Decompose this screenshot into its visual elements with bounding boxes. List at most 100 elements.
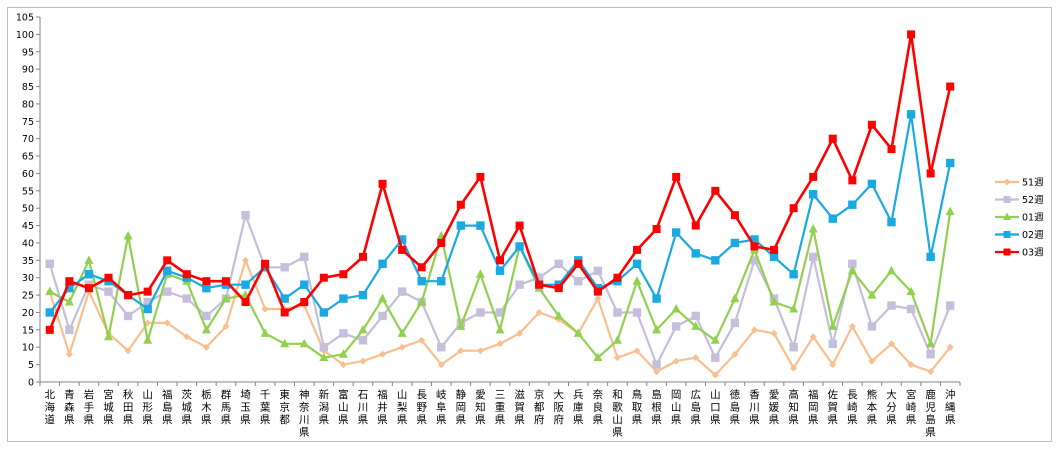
data-point [574,276,583,286]
data-point [613,308,622,317]
data-point [280,263,289,272]
data-point [65,277,74,286]
data-point [182,294,192,303]
data-point [868,357,876,365]
data-point [437,238,446,247]
data-point [652,360,661,369]
data-point [241,298,250,307]
data-point [143,287,152,296]
x-tick-label: 高知県 [788,388,799,426]
data-point [124,347,132,355]
data-point [163,256,172,265]
series-4 [45,30,955,334]
data-point [554,284,563,293]
x-tick-label: 岐阜県 [436,388,447,426]
data-point [417,263,426,272]
data-point [104,273,113,282]
x-tick-label: 奈良県 [593,388,604,426]
data-point [906,286,916,296]
x-tick-label: 香川県 [749,389,760,426]
data-point [750,235,759,244]
series-line [48,33,952,331]
data-point [809,172,818,181]
data-point [280,294,289,303]
data-point [299,338,309,348]
x-tick-label: 兵庫県 [573,388,584,426]
data-point [652,324,662,334]
data-point [104,331,114,341]
data-point [573,328,583,337]
data-point [456,200,465,209]
x-tick-label: 鹿児島県 [925,388,936,439]
data-point [613,273,622,282]
x-tick-label: 宮崎県 [906,388,917,426]
x-tick-label: 宮城県 [103,388,114,426]
x-tick-label: 東京都 [279,388,290,426]
data-point [456,321,466,330]
data-point [828,321,838,330]
data-point [593,352,603,362]
data-point [828,214,837,223]
data-point [437,361,445,369]
data-point [535,308,543,316]
data-point [45,308,54,317]
y-tick-label: 60 [22,169,34,180]
y-tick-label: 40 [22,238,34,249]
x-tick-label: 大阪府 [553,388,564,426]
data-point [730,238,740,248]
x-tick-label: 茨城県 [182,388,193,426]
data-point [633,347,641,355]
data-point [222,322,230,330]
data-point [887,301,896,310]
data-point [437,343,446,352]
data-point [201,324,211,334]
chart-frame [7,7,1052,442]
data-point [691,311,700,321]
data-point [808,224,818,233]
data-point [261,259,270,268]
legend-marker [1003,231,1011,238]
data-point [144,319,152,327]
data-point [613,354,621,362]
x-tick-label: 愛媛県 [769,388,780,426]
data-point [496,340,504,348]
data-point [887,145,896,154]
data-point [163,266,172,275]
data-point [495,308,505,317]
data-point [926,252,935,262]
data-point [84,270,94,279]
data-point [574,259,583,268]
data-point [397,287,407,296]
data-point [750,256,759,265]
data-point [730,318,740,328]
data-point [358,290,368,300]
data-point [946,301,955,310]
x-tick-label: 長野県 [416,389,427,426]
data-point [241,280,250,289]
data-point [300,298,309,307]
data-point [515,221,524,230]
x-tick-label: 福井県 [377,388,388,426]
data-point [476,308,485,317]
data-point [397,235,407,244]
data-point [339,294,348,303]
data-point [847,265,857,275]
data-point [143,335,153,344]
data-point [45,286,55,296]
data-point [143,297,152,307]
data-point [789,304,799,313]
data-point [848,322,856,330]
data-point [730,293,740,303]
data-point [319,273,328,282]
x-tick-label: 山口県 [710,389,721,426]
y-tick-label: 90 [22,65,34,76]
legend-label: 02週 [1022,229,1044,241]
y-tick-label: 75 [22,117,34,128]
data-point [711,186,720,195]
x-tick-label: 滋賀県 [514,388,525,426]
data-point [260,328,270,337]
y-tick-label: 65 [22,152,34,163]
x-tick-label: 福岡県 [808,388,819,426]
x-tick-label: 秋田県 [123,388,134,426]
